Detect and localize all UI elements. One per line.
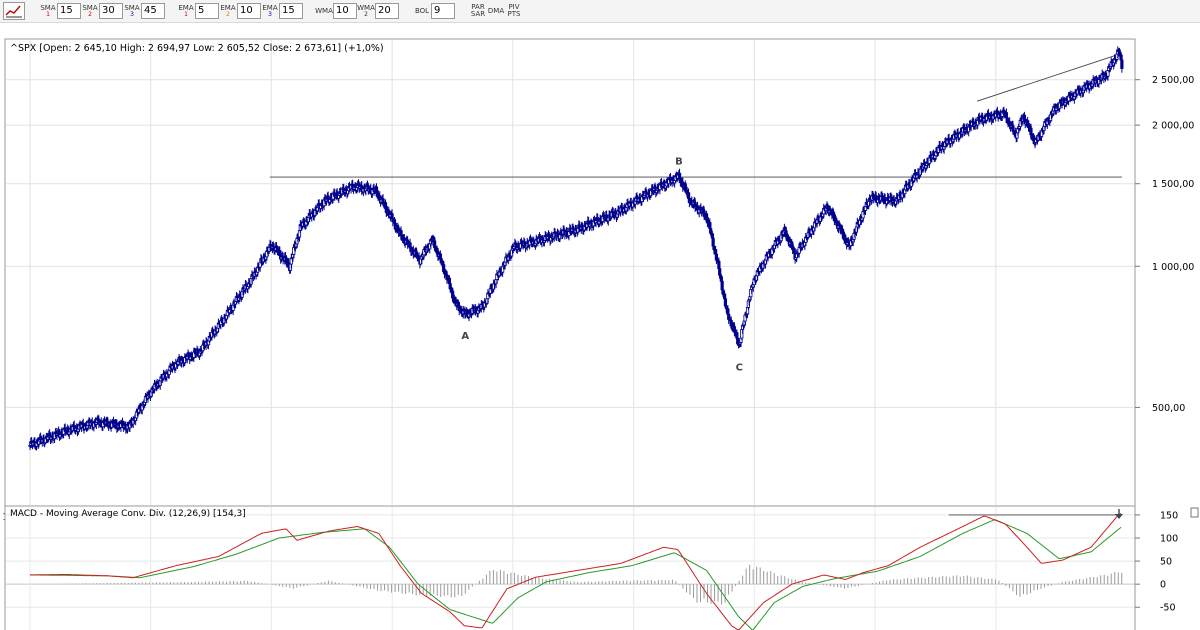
price-ytick-label: 1 500,00 <box>1152 179 1194 190</box>
indicator-toggle-button[interactable]: SMA 3 <box>124 3 140 19</box>
price-plot-area <box>4 38 1136 507</box>
macd-ytick-label: 50 <box>1160 557 1172 568</box>
macd-plot-area <box>4 505 1136 630</box>
down-arrow-icon <box>1115 509 1123 519</box>
indicator-toggle-button[interactable]: EMA 1 <box>178 3 194 19</box>
macd-ytick-label: 100 <box>1160 534 1178 545</box>
wave-label-c: C <box>736 362 743 373</box>
tool-piv-button[interactable]: PIV PTS <box>506 2 522 20</box>
indicator-toggle-button[interactable]: BOL <box>414 3 430 19</box>
macd-ytick-label: -50 <box>1160 603 1176 614</box>
tool-button-face: PAR SAR <box>470 3 486 19</box>
indicator-sublabel: 2 <box>88 10 92 18</box>
tool-label: PAR <box>471 3 485 11</box>
indicator-toggle-button[interactable]: EMA 2 <box>220 3 236 19</box>
indicator-sublabel: 1 <box>46 10 50 18</box>
indicator-sublabel: 2 <box>226 10 230 18</box>
toolbar: SMA 1 15 SMA 2 30 SMA 3 45 EMA 1 5 EMA 2 10 EMA 3 15 WMA 10… <box>0 0 1200 23</box>
price-ytick-label: 2 500,00 <box>1152 75 1194 86</box>
indicator-label: SMA <box>124 3 140 12</box>
indicator-period-input[interactable]: 10 <box>333 3 357 19</box>
macd-main-line <box>30 513 1122 630</box>
indicator-period-input[interactable]: 30 <box>99 3 123 19</box>
indicator-toggle-button[interactable]: WMA <box>315 3 333 19</box>
indicator-label: WMA <box>357 3 375 12</box>
indicator-label: SMA <box>40 3 56 12</box>
indicator-sma-2: SMA 2 30 <box>82 2 123 20</box>
price-ytick-label: 1 000,00 <box>1152 262 1194 273</box>
indicator-sublabel: 2 <box>364 10 368 18</box>
indicator-sublabel: 3 <box>130 10 134 18</box>
price-candle-body <box>1120 59 1124 69</box>
indicator-label: EMA <box>262 3 278 12</box>
macd-chart-title: MACD - Moving Average Conv. Div. (12,26,… <box>10 509 246 519</box>
indicator-label: BOL <box>414 6 430 15</box>
price-chart[interactable]: A B C 500,00 1 000,00 1 500,00 2 000,00 2 500,… <box>0 22 1200 527</box>
indicator-period-input[interactable]: 5 <box>195 3 219 19</box>
tool-label: SAR <box>470 10 486 18</box>
macd-ytick-label: 0 <box>1160 580 1166 591</box>
indicator-bol: BOL 9 <box>414 2 455 20</box>
price-ytick-label: 500,00 <box>1152 403 1185 414</box>
indicator-sma-1: SMA 1 15 <box>40 2 81 20</box>
indicator-ema-1: EMA 1 5 <box>178 2 219 20</box>
indicator-period-input[interactable]: 15 <box>279 3 303 19</box>
indicator-period-input[interactable]: 45 <box>141 3 165 19</box>
indicator-period-input[interactable]: 10 <box>237 3 261 19</box>
indicator-toggle-button[interactable]: EMA 3 <box>262 3 278 19</box>
tool-dma-button[interactable]: DMA <box>488 2 504 20</box>
scroll-handle[interactable] <box>1190 507 1199 518</box>
indicator-sublabel: 3 <box>268 10 272 18</box>
wave-label-b: B <box>675 156 683 167</box>
indicator-period-input[interactable]: 9 <box>431 3 455 19</box>
indicator-ema-2: EMA 2 10 <box>220 2 261 20</box>
wave-label-a: A <box>461 331 469 342</box>
price-ytick-label: 2 000,00 <box>1152 121 1194 132</box>
indicator-ema-3: EMA 3 15 <box>262 2 303 20</box>
macd-ytick-label: 150 <box>1160 510 1178 521</box>
indicator-period-input[interactable]: 20 <box>375 3 399 19</box>
macd-signal-line <box>30 519 1122 630</box>
indicator-wma: WMA 10 <box>315 2 357 20</box>
indicator-sublabel: 1 <box>184 10 188 18</box>
indicator-label: EMA <box>220 3 236 12</box>
indicator-sma-3: SMA 3 45 <box>124 2 165 20</box>
indicator-period-input[interactable]: 15 <box>57 3 81 19</box>
tool-label: PTS <box>507 10 521 18</box>
price-trend-line <box>976 54 1119 102</box>
indicator-wma-2: WMA 2 20 <box>357 2 399 20</box>
tool-button-face: DMA <box>488 3 504 19</box>
tool-label: DMA <box>487 6 505 15</box>
tool-label: PIV <box>508 3 520 11</box>
indicator-label: SMA <box>82 3 98 12</box>
tool-par-button[interactable]: PAR SAR <box>470 2 486 20</box>
chart-type-icon[interactable] <box>3 2 25 20</box>
indicator-label: WMA <box>315 6 333 15</box>
indicator-toggle-button[interactable]: WMA 2 <box>357 3 375 19</box>
price-chart-title: ^SPX [Open: 2 645,10 High: 2 694,97 Low:… <box>10 43 384 54</box>
macd-chart[interactable]: -50 0 50 100 150 MACD - Moving Average Conv.… <box>0 504 1200 630</box>
indicator-label: EMA <box>178 3 194 12</box>
indicator-toggle-button[interactable]: SMA 2 <box>82 3 98 19</box>
indicator-toggle-button[interactable]: SMA 1 <box>40 3 56 19</box>
tool-button-face: PIV PTS <box>506 3 522 19</box>
